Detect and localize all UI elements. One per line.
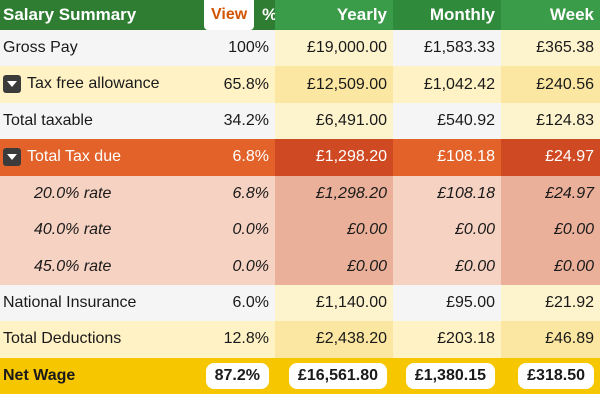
row-yearly: £2,438.20 <box>275 321 393 358</box>
row-yearly: £6,491.00 <box>275 102 393 140</box>
row-monthly: £1,042.42 <box>393 66 501 103</box>
row-national-insurance: National Insurance 6.0% £1,140.00 £95.00… <box>0 284 600 322</box>
row-yearly: £12,509.00 <box>275 66 393 103</box>
row-percent: 6.0% <box>197 284 275 322</box>
row-label: 40.0% rate <box>0 211 197 249</box>
row-label: Total taxable <box>0 102 197 140</box>
row-yearly: £0.00 <box>275 211 393 249</box>
row-monthly: £0.00 <box>393 248 501 285</box>
row-total-tax-due: Total Tax due 6.8% £1,298.20 £108.18 £24… <box>0 139 600 176</box>
row-rate-45: 45.0% rate 0.0% £0.00 £0.00 £0.00 <box>0 248 600 285</box>
row-label: Total Tax due <box>27 148 121 166</box>
row-percent: 6.8% <box>197 175 275 212</box>
row-yearly: £1,140.00 <box>275 284 393 322</box>
row-percent: 12.8% <box>197 321 275 358</box>
header-title: Salary Summary <box>0 0 197 30</box>
row-label: Tax free allowance <box>27 75 160 93</box>
header-yearly: Yearly <box>275 0 393 30</box>
net-wage-percent: 87.2% <box>205 362 269 389</box>
header-monthly: Monthly <box>393 0 501 30</box>
row-percent: 100% <box>197 30 275 67</box>
net-wage-yearly: £16,561.80 <box>288 362 387 389</box>
row-week: £24.97 <box>501 175 600 212</box>
row-total-taxable: Total taxable 34.2% £6,491.00 £540.92 £1… <box>0 102 600 140</box>
row-monthly: £203.18 <box>393 321 501 358</box>
row-tax-free-allowance: Tax free allowance 65.8% £12,509.00 £1,0… <box>0 66 600 103</box>
row-monthly: £108.18 <box>393 175 501 212</box>
caret-down-icon[interactable] <box>3 75 21 94</box>
row-yearly: £0.00 <box>275 248 393 285</box>
header-week: Week <box>501 0 600 30</box>
row-monthly: £95.00 <box>393 284 501 322</box>
row-week: £46.89 <box>501 321 600 358</box>
row-week: £24.97 <box>501 139 600 176</box>
row-percent: 0.0% <box>197 248 275 285</box>
row-label: 45.0% rate <box>0 248 197 285</box>
row-label: Total Deductions <box>0 321 197 358</box>
row-label: National Insurance <box>0 284 197 322</box>
row-percent: 6.8% <box>197 139 275 176</box>
row-week: £21.92 <box>501 284 600 322</box>
net-wage-monthly: £1,380.15 <box>405 362 495 389</box>
header-percent: % <box>262 5 275 25</box>
row-monthly: £540.92 <box>393 102 501 140</box>
row-total-deductions: Total Deductions 12.8% £2,438.20 £203.18… <box>0 321 600 358</box>
row-percent: 0.0% <box>197 211 275 249</box>
net-wage-week: £318.50 <box>518 362 594 389</box>
salary-summary-table: Salary Summary View % Yearly Monthly Wee… <box>0 0 600 394</box>
row-week: £240.56 <box>501 66 600 103</box>
caret-down-icon[interactable] <box>3 148 21 167</box>
row-net-wage: Net Wage 87.2% £16,561.80 £1,380.15 £318… <box>0 357 600 394</box>
row-rate-20: 20.0% rate 6.8% £1,298.20 £108.18 £24.97 <box>0 175 600 212</box>
row-monthly: £108.18 <box>393 139 501 176</box>
row-yearly: £19,000.00 <box>275 30 393 67</box>
row-gross-pay: Gross Pay 100% £19,000.00 £1,583.33 £365… <box>0 30 600 67</box>
row-week: £365.38 <box>501 30 600 67</box>
net-wage-label: Net Wage <box>0 357 197 394</box>
view-button[interactable]: View <box>204 0 255 30</box>
row-yearly: £1,298.20 <box>275 139 393 176</box>
row-week: £0.00 <box>501 211 600 249</box>
row-label: Gross Pay <box>0 30 197 67</box>
table-header-row: Salary Summary View % Yearly Monthly Wee… <box>0 0 600 30</box>
row-rate-40: 40.0% rate 0.0% £0.00 £0.00 £0.00 <box>0 211 600 249</box>
row-percent: 65.8% <box>197 66 275 103</box>
row-monthly: £0.00 <box>393 211 501 249</box>
row-yearly: £1,298.20 <box>275 175 393 212</box>
row-monthly: £1,583.33 <box>393 30 501 67</box>
row-percent: 34.2% <box>197 102 275 140</box>
row-week: £124.83 <box>501 102 600 140</box>
row-week: £0.00 <box>501 248 600 285</box>
row-label: 20.0% rate <box>0 175 197 212</box>
